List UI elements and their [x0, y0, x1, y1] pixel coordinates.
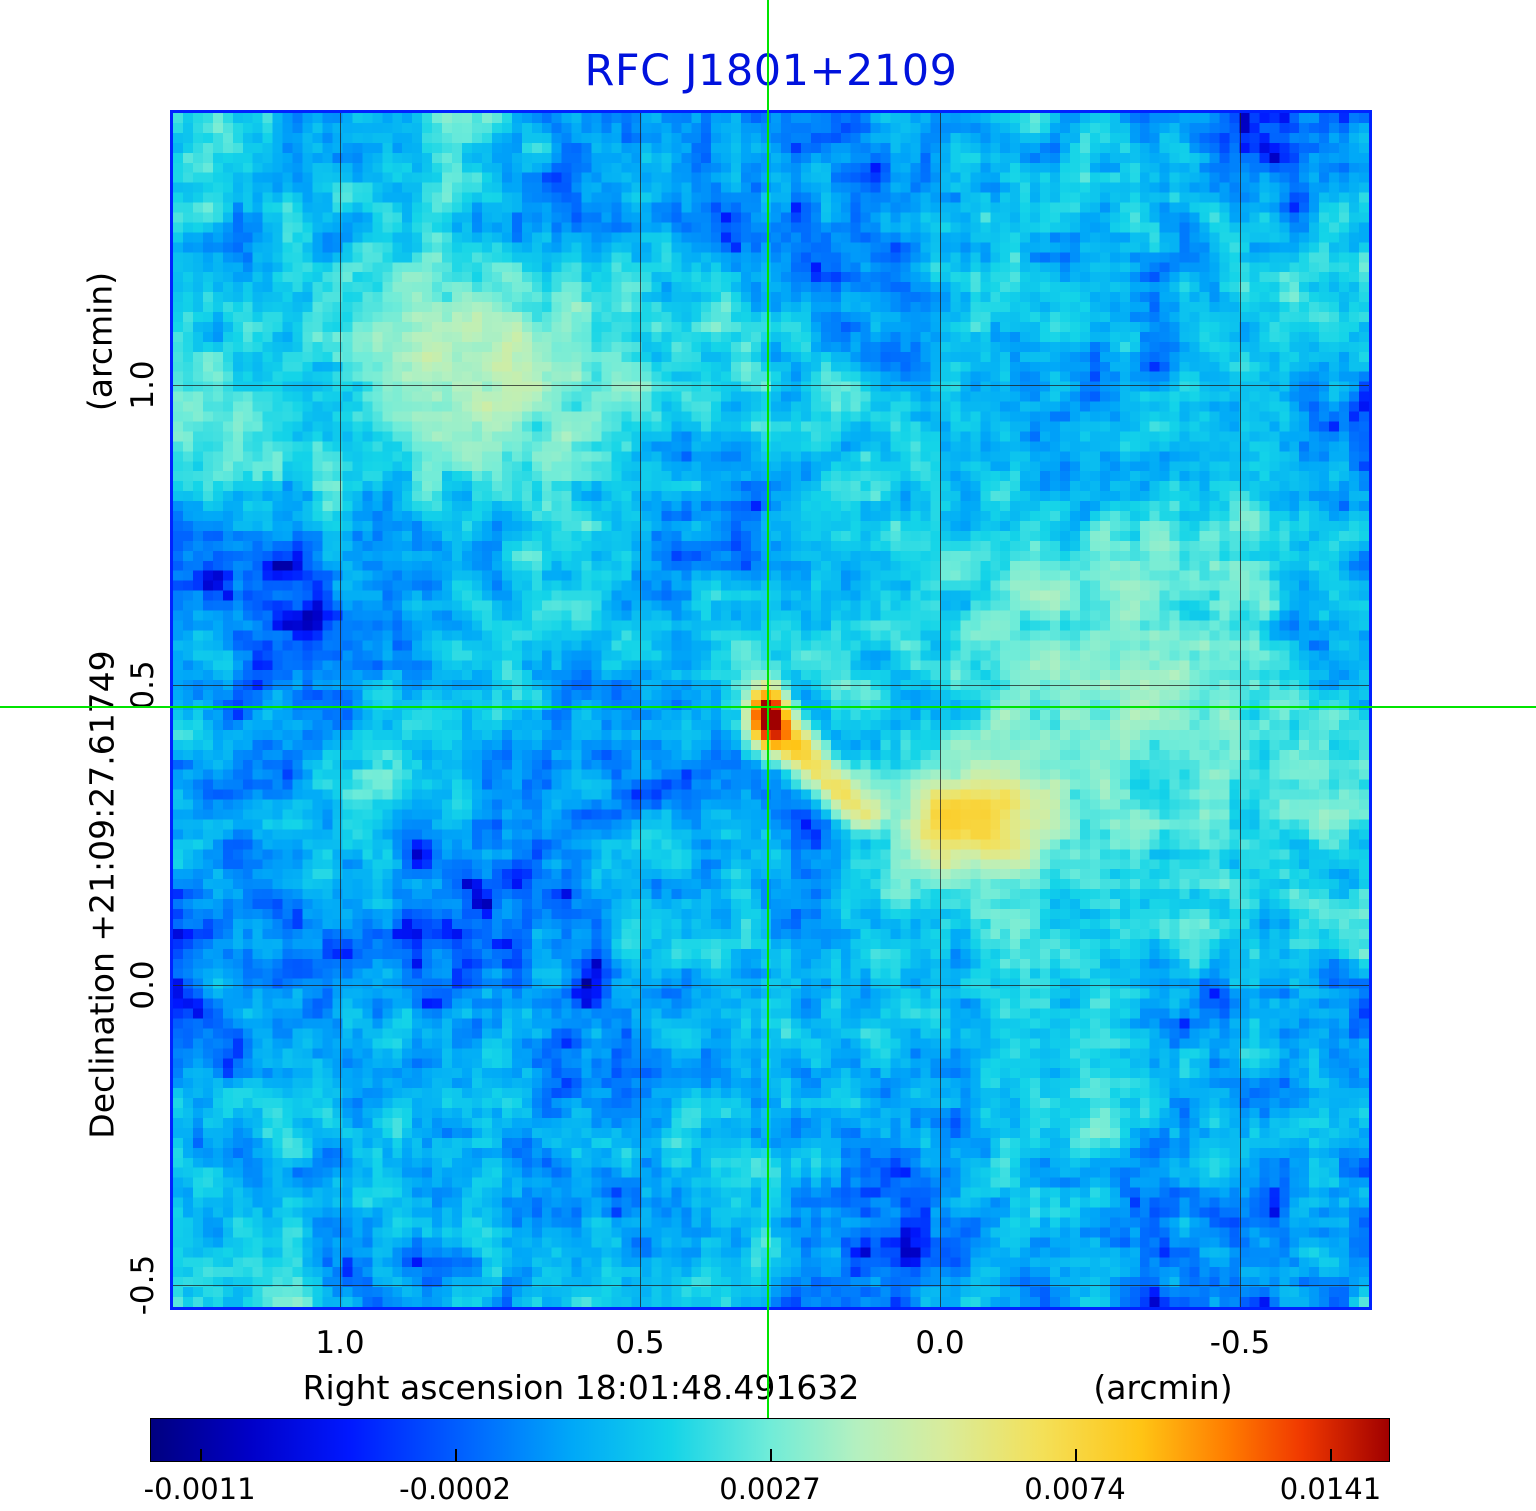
grid-line-horizontal	[173, 385, 1369, 386]
grid-line-horizontal	[173, 1285, 1369, 1286]
colorbar-tick	[770, 1449, 772, 1461]
crosshair-horizontal-line	[0, 706, 1536, 708]
colorbar-tick	[1330, 1449, 1333, 1461]
y-tick-label: 0.0	[125, 960, 161, 1010]
colorbar-tick-label: -0.0011	[143, 1472, 256, 1506]
y-axis-unit: (arcmin)	[80, 271, 120, 412]
colorbar-tick-label: 0.0027	[719, 1472, 821, 1506]
colorbar-tick-label: 0.0141	[1279, 1472, 1382, 1506]
grid-line-vertical	[940, 113, 941, 1307]
colorbar-tick-label: 0.0074	[1024, 1472, 1126, 1506]
crosshair-vertical-line	[767, 0, 769, 1418]
grid-line-vertical	[1240, 113, 1241, 1307]
y-axis-label: Declination +21:09:27.61749	[82, 650, 122, 1139]
grid-line-vertical	[640, 113, 641, 1307]
colorbar	[150, 1418, 1390, 1462]
x-tick-label: 0.0	[915, 1325, 965, 1361]
x-tick-label: 1.0	[315, 1325, 365, 1361]
x-axis-unit: (arcmin)	[1093, 1368, 1233, 1407]
colorbar-tick	[199, 1449, 202, 1461]
y-tick-label: 0.5	[125, 660, 161, 710]
x-tick-label: -0.5	[1209, 1325, 1271, 1361]
x-axis-label: Right ascension 18:01:48.491632	[302, 1368, 860, 1407]
grid-line-horizontal	[173, 685, 1369, 686]
page-title: RFC J1801+2109	[584, 46, 958, 96]
x-tick-label: 0.5	[615, 1325, 665, 1361]
sky-map-plot	[170, 110, 1372, 1310]
intensity-heatmap	[173, 113, 1369, 1307]
colorbar-tick-label: -0.0002	[399, 1472, 511, 1506]
colorbar-tick	[1075, 1449, 1078, 1461]
grid-line-horizontal	[173, 985, 1369, 986]
y-tick-label: 1.0	[125, 360, 161, 410]
y-tick-label: -0.5	[125, 1254, 161, 1316]
grid-line-vertical	[340, 113, 341, 1307]
colorbar-tick	[455, 1449, 458, 1461]
